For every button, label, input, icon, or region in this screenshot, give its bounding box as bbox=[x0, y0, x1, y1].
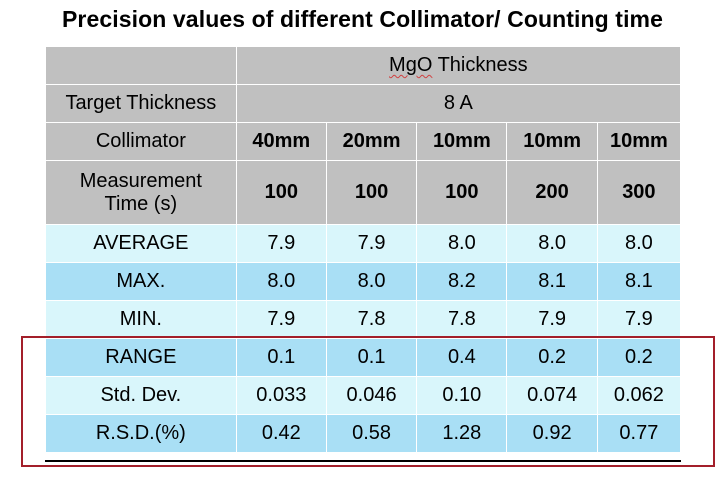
collimator-cell: 20mm bbox=[325, 122, 418, 161]
value-cell: 0.10 bbox=[416, 376, 508, 415]
value-cell: 7.9 bbox=[235, 300, 327, 339]
time-cell: 100 bbox=[416, 160, 508, 225]
table-row: RANGE 0.1 0.1 0.4 0.2 0.2 bbox=[45, 338, 682, 377]
row-label: MIN. bbox=[45, 300, 237, 339]
value-cell: 0.58 bbox=[325, 414, 418, 453]
value-cell: 8.0 bbox=[416, 224, 508, 263]
value-cell: 7.9 bbox=[596, 300, 682, 339]
value-cell: 0.42 bbox=[235, 414, 327, 453]
target-thickness-label: Target Thickness bbox=[45, 84, 237, 123]
value-cell: 8.1 bbox=[596, 262, 682, 301]
measurement-time-label-line1: Measurement bbox=[79, 169, 202, 192]
value-cell: 7.9 bbox=[235, 224, 327, 263]
collimator-cell: 10mm bbox=[416, 122, 508, 161]
measurement-time-label: Measurement Time (s) bbox=[45, 160, 237, 225]
row-label: AVERAGE bbox=[45, 224, 237, 263]
measurement-time-label-line2: Time (s) bbox=[104, 192, 178, 215]
header-group-label: MgO Thickness bbox=[389, 54, 528, 76]
table-bottom-rule bbox=[45, 460, 681, 462]
value-cell: 0.1 bbox=[325, 338, 418, 377]
value-cell: 0.046 bbox=[325, 376, 418, 415]
time-cell: 100 bbox=[325, 160, 418, 225]
value-cell: 7.9 bbox=[325, 224, 418, 263]
value-cell: 0.2 bbox=[506, 338, 598, 377]
collimator-cell: 10mm bbox=[596, 122, 682, 161]
page-title: Precision values of different Collimator… bbox=[61, 6, 664, 32]
collimator-cell: 10mm bbox=[506, 122, 598, 161]
table-row: AVERAGE 7.9 7.9 8.0 8.0 8.0 bbox=[45, 224, 682, 263]
value-cell: 8.0 bbox=[596, 224, 682, 263]
corner-cell bbox=[45, 46, 237, 85]
value-cell: 0.92 bbox=[506, 414, 598, 453]
value-cell: 8.0 bbox=[506, 224, 598, 263]
table-row: MAX. 8.0 8.0 8.2 8.1 8.1 bbox=[45, 262, 682, 301]
collimator-cell: 40mm bbox=[235, 122, 327, 161]
value-cell: 7.8 bbox=[325, 300, 418, 339]
value-cell: 0.1 bbox=[235, 338, 327, 377]
time-cell: 300 bbox=[596, 160, 682, 225]
value-cell: 8.0 bbox=[325, 262, 418, 301]
row-label: MAX. bbox=[45, 262, 237, 301]
time-cell: 100 bbox=[235, 160, 327, 225]
table-row: R.S.D.(%) 0.42 0.58 1.28 0.92 0.77 bbox=[45, 414, 682, 453]
value-cell: 0.033 bbox=[235, 376, 327, 415]
value-cell: 8.0 bbox=[235, 262, 327, 301]
value-cell: 0.4 bbox=[416, 338, 508, 377]
value-cell: 0.074 bbox=[506, 376, 598, 415]
collimator-label: Collimator bbox=[45, 122, 237, 161]
value-cell: 8.2 bbox=[416, 262, 508, 301]
header-group-thickness: Thickness bbox=[437, 54, 528, 76]
table-row: MIN. 7.9 7.8 7.8 7.9 7.9 bbox=[45, 300, 682, 339]
value-cell: 8.1 bbox=[506, 262, 598, 301]
value-cell: 1.28 bbox=[416, 414, 508, 453]
precision-table: MgO Thickness Target Thickness 8 A Colli… bbox=[45, 46, 682, 453]
value-cell: 0.2 bbox=[596, 338, 682, 377]
row-label: R.S.D.(%) bbox=[45, 414, 237, 453]
value-cell: 0.77 bbox=[596, 414, 682, 453]
target-thickness-value: 8 A bbox=[235, 84, 682, 123]
value-cell: 0.062 bbox=[596, 376, 682, 415]
row-label: RANGE bbox=[45, 338, 237, 377]
table-row: Std. Dev. 0.033 0.046 0.10 0.074 0.062 bbox=[45, 376, 682, 415]
header-group-mgo: MgO bbox=[389, 54, 433, 76]
header-group-cell: MgO Thickness bbox=[235, 46, 682, 85]
value-cell: 7.8 bbox=[416, 300, 508, 339]
time-cell: 200 bbox=[506, 160, 598, 225]
row-label: Std. Dev. bbox=[45, 376, 237, 415]
value-cell: 7.9 bbox=[506, 300, 598, 339]
